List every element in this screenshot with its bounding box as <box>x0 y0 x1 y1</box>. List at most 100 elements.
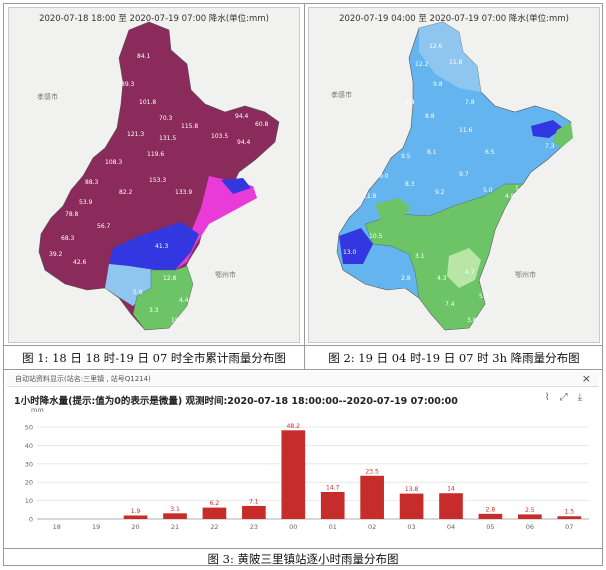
map1-value-label: 88.3 <box>85 179 99 186</box>
map1-region-magenta <box>175 176 257 270</box>
map2-region-pale-green <box>447 248 481 288</box>
map2-value-label: 9.4 <box>405 99 415 106</box>
table-divider-caption-top <box>3 345 603 346</box>
bar-data-label: 14 <box>447 486 455 493</box>
map2-value-label: 9.8 <box>433 81 443 88</box>
map1-header: 2020-07-18 18:00 至 2020-07-19 07:00 降水(单… <box>39 14 269 24</box>
map1-value-label: 94.4 <box>237 139 251 146</box>
map1-value-label: 108.3 <box>105 159 122 166</box>
y-tick-label: 40 <box>25 442 33 450</box>
map1-value-label: 94.4 <box>235 113 249 120</box>
x-tick-label: 03 <box>407 523 415 531</box>
map2-value-label: 12.2 <box>415 61 429 68</box>
x-tick-label: 22 <box>210 523 218 531</box>
bar <box>320 491 345 519</box>
expand-icon[interactable]: ⤢ <box>559 392 568 403</box>
bar-data-label: 2.5 <box>525 507 535 514</box>
map2-value-label: 11.6 <box>459 127 473 134</box>
station-window-titlebar: 自动站资料显示(站名:三里镇 , 站号Q1214) × <box>7 372 599 387</box>
fig1-caption: 图 1: 18 日 18 时-19 日 07 时全市累计雨量分布图 <box>22 351 286 365</box>
map2-value-label: 5.3 <box>479 293 489 300</box>
map1-value-label: 133.9 <box>175 189 192 196</box>
y-tick-label: 10 <box>25 497 33 505</box>
bar-data-label: 23.5 <box>365 468 379 475</box>
map2-value-label: 7.8 <box>465 99 475 106</box>
x-tick-label: 20 <box>131 523 139 531</box>
x-tick-label: 00 <box>289 523 297 531</box>
map2-region-green-w <box>375 198 411 220</box>
map2-region-green-ne <box>553 122 573 148</box>
map2-value-label: 9.7 <box>459 171 469 178</box>
map1-region-green <box>132 265 194 331</box>
bar <box>242 505 266 519</box>
fig2-caption: 图 2: 19 日 04 时-19 日 07 时 3h 降雨量分布图 <box>328 351 580 365</box>
map1-value-label: 56.7 <box>97 223 111 230</box>
bar-data-label: 2.8 <box>486 506 496 513</box>
line-chart-icon[interactable]: ⌇ <box>544 392 550 403</box>
map1-value-label: 101.8 <box>139 99 156 106</box>
map1-value-label: 39.2 <box>49 251 63 258</box>
map1-value-label: 15.0 <box>171 317 185 324</box>
download-icon[interactable]: ⤓ <box>577 392 582 403</box>
chart-grid <box>37 426 589 520</box>
x-tick-label: 18 <box>53 523 61 531</box>
map2-value-label: 8.3 <box>405 181 415 188</box>
bar-data-label: 13.8 <box>405 486 419 493</box>
map2-value-label: 4.3 <box>437 275 447 282</box>
figure-table-border <box>3 3 603 566</box>
map1-value-label: 12.8 <box>163 275 177 282</box>
bar-data-label: 1.9 <box>131 508 141 515</box>
map2-value-label: 9.0 <box>379 173 389 180</box>
x-tick-label: 19 <box>92 523 100 531</box>
map1-city-label-2: 鄂州市 <box>215 271 236 279</box>
map1-value-label: 4.4 <box>179 297 189 304</box>
map2-value-label: 6.5 <box>485 149 495 156</box>
x-tick-label: 06 <box>526 523 534 531</box>
bar <box>123 515 148 519</box>
bar-data-label: 1.5 <box>565 509 575 516</box>
map1-value-label: 153.3 <box>149 177 166 184</box>
fig3-caption: 图 3: 黄陂三里镇站逐小时雨量分布图 <box>207 552 399 566</box>
map1-value-label: 78.8 <box>65 211 79 218</box>
map1-value-label: 5.6 <box>133 289 143 296</box>
map1-value-label: 119.6 <box>147 151 164 158</box>
map2-value-label: 7.4 <box>445 301 455 308</box>
map1-svg: 84.1 89.3 101.8 70.3 121.3 115.8 103.5 9… <box>38 21 280 331</box>
map1-value-label: 84.1 <box>137 53 151 60</box>
y-tick-label: 30 <box>25 460 33 468</box>
map2-value-label: 3.8 <box>467 317 477 324</box>
map2-header: 2020-07-19 04:00 至 2020-07-19 07:00 降水(单… <box>339 14 569 24</box>
map2-value-label: 4.8 <box>505 193 515 200</box>
y-tick-label: 20 <box>25 479 33 487</box>
map2-value-label: 9.5 <box>401 153 411 160</box>
bar <box>478 513 503 519</box>
x-tick-label: 02 <box>368 523 376 531</box>
chart-toolbar: ⌇ ⤢ ⤓ <box>545 392 582 403</box>
bar-data-label: 3.1 <box>170 506 180 513</box>
map2-region-storm-w <box>339 228 373 264</box>
map1-value-label: 115.8 <box>181 123 198 130</box>
map2-region-green <box>364 183 524 331</box>
map1-value-label: 60.8 <box>255 121 269 128</box>
bar <box>518 514 542 519</box>
map1-value-label: 53.9 <box>79 199 93 206</box>
x-tick-label: 23 <box>250 523 258 531</box>
map1-value-label: 121.3 <box>127 131 144 138</box>
map2-value-label: 5.0 <box>483 187 493 194</box>
map2-city-label-2: 鄂州市 <box>515 271 536 279</box>
close-icon[interactable]: × <box>581 372 591 385</box>
map2-value-label: 3.1 <box>415 253 425 260</box>
map-panel-3h: 12.6 12.2 11.8 9.8 9.4 7.8 8.8 11.6 9.5 … <box>308 7 600 343</box>
table-divider-fig3-caption <box>3 548 603 549</box>
map2-region-light <box>419 22 481 92</box>
map1-value-label: 103.5 <box>211 133 228 140</box>
map1-value-label: 131.5 <box>159 135 176 142</box>
chart-data-labels: 1.9 3.1 6.2 7.1 48.2 14.7 23.5 13.8 14 2.8 2.5 1.5 <box>131 423 574 516</box>
map2-value-label: 12.6 <box>429 43 443 50</box>
x-tick-label: 01 <box>329 523 337 531</box>
bar <box>360 475 384 519</box>
map1-value-label: 41.3 <box>155 243 169 250</box>
bar <box>557 516 582 519</box>
map2-value-label: 8.1 <box>427 149 437 156</box>
